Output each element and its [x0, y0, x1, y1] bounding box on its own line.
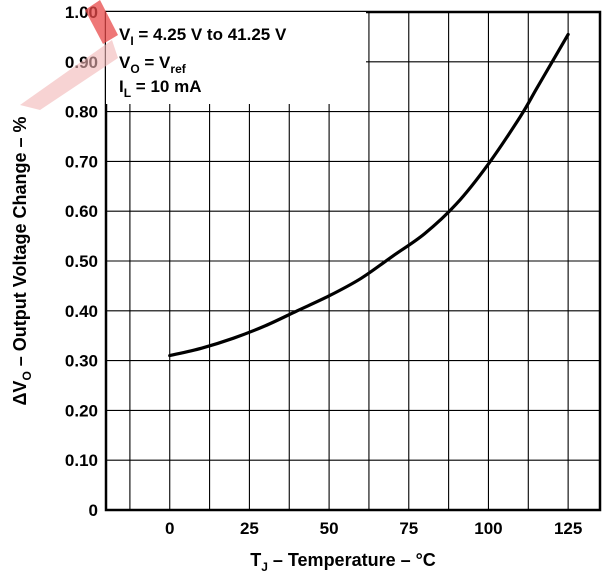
series-group: [168, 32, 570, 358]
x-tick-label: 75: [399, 519, 418, 538]
y-tick-label: 0.40: [65, 302, 98, 321]
y-tick-label: 0.60: [65, 202, 98, 221]
x-tick-label: 100: [474, 519, 502, 538]
y-tick-label: 0.10: [65, 451, 98, 470]
y-tick-label: 0.70: [65, 152, 98, 171]
y-tick-label: 0.20: [65, 401, 98, 420]
annotation-line: IL = 10 mA: [119, 77, 201, 100]
x-tick-label: 0: [165, 519, 174, 538]
x-tick-label: 50: [320, 519, 339, 538]
y-axis-label: ΔVO – Output Voltage Change – %: [10, 117, 34, 406]
x-tick-labels: 0 25 50 75 100 125: [165, 519, 582, 538]
annotation-line: VI = 4.25 V to 41.25 V: [119, 25, 287, 48]
grid-lines: [106, 12, 600, 510]
y-tick-label: 0: [89, 501, 98, 520]
annotation-line: VO = Vref: [119, 53, 187, 76]
y-tick-label: 0.30: [65, 352, 98, 371]
x-tick-label: 125: [554, 519, 582, 538]
x-tick-label: 25: [240, 519, 259, 538]
y-tick-label: 0.50: [65, 252, 98, 271]
series-line: [168, 32, 570, 358]
watermark-mark: [20, 0, 118, 110]
x-axis-label: TJ – Temperature – °C: [250, 550, 436, 574]
y-tick-label: 0.80: [65, 103, 98, 122]
